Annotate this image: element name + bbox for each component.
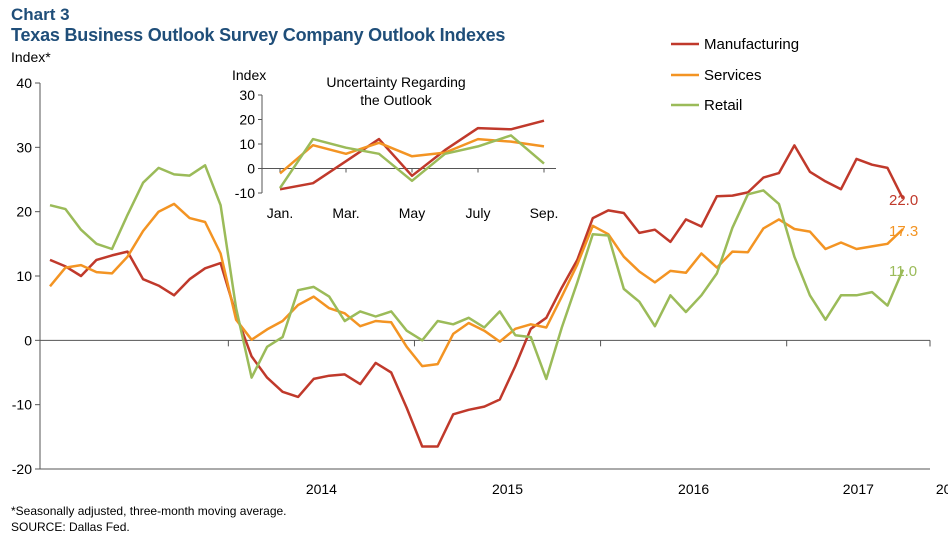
- x-year-label-2016: 2016: [678, 481, 709, 497]
- footnote-source: SOURCE: Dallas Fed.: [11, 520, 130, 534]
- y-tick-label: -20: [12, 461, 32, 477]
- y-tick-label: 0: [24, 332, 32, 348]
- inset-x-tick-label: Jan.: [267, 205, 293, 221]
- series-line-manufacturing: [49, 144, 905, 448]
- inset-y-label: Index: [232, 67, 266, 83]
- chart-title: Texas Business Outlook Survey Company Ou…: [11, 25, 506, 45]
- inset-y-tick-label: -10: [235, 185, 255, 201]
- inset-series-line-manufacturing: [279, 119, 545, 191]
- y-tick-label: -10: [12, 397, 32, 413]
- footnote-note: *Seasonally adjusted, three-month moving…: [11, 504, 287, 518]
- legend-label-manufacturing: Manufacturing: [704, 36, 799, 53]
- end-label-services: 17.3: [889, 223, 918, 240]
- x-year-label-2014: 2014: [306, 481, 337, 497]
- y-tick-label: 30: [16, 139, 32, 155]
- y-tick-label: 40: [16, 75, 32, 91]
- inset-plot: Index Uncertainty Regarding the Outlook -10…: [232, 67, 558, 221]
- y-axis-unit-label: Index*: [11, 49, 51, 65]
- inset-y-tick-label: 10: [239, 136, 255, 152]
- end-label-manufacturing: 22.0: [889, 192, 918, 209]
- x-year-label-2018: 2018: [936, 481, 948, 497]
- x-year-label-2017: 2017: [843, 481, 874, 497]
- inset-y-tick-label: 0: [247, 161, 255, 177]
- inset-y-tick-label: 30: [239, 87, 255, 103]
- inset-x-tick-label: Sep.: [530, 205, 559, 221]
- legend-label-services: Services: [704, 67, 762, 84]
- y-tick-label: 10: [16, 268, 32, 284]
- main-plot: -20 -10 0 10 20 30 40 2014 2015 2016 2017 2018 22.0 1…: [12, 75, 948, 497]
- inset-x-tick-label: May: [399, 205, 425, 221]
- inset-title-line-1: Uncertainty Regarding: [326, 74, 465, 90]
- inset-title-line-2: the Outlook: [360, 92, 433, 108]
- chart-number: Chart 3: [11, 5, 70, 24]
- x-year-label-2015: 2015: [492, 481, 523, 497]
- y-tick-label: 20: [16, 204, 32, 220]
- inset-series-line-retail: [278, 134, 545, 189]
- series-line-services: [49, 202, 904, 368]
- legend: Manufacturing Services Retail: [671, 36, 799, 114]
- series-line-retail: [49, 164, 905, 381]
- legend-label-retail: Retail: [704, 97, 742, 114]
- inset-x-tick-label: Mar.: [332, 205, 359, 221]
- inset-x-tick-label: July: [466, 205, 491, 221]
- end-label-retail: 11.0: [889, 263, 917, 280]
- inset-series-line-services: [279, 137, 545, 175]
- inset-y-tick-label: 20: [239, 112, 255, 128]
